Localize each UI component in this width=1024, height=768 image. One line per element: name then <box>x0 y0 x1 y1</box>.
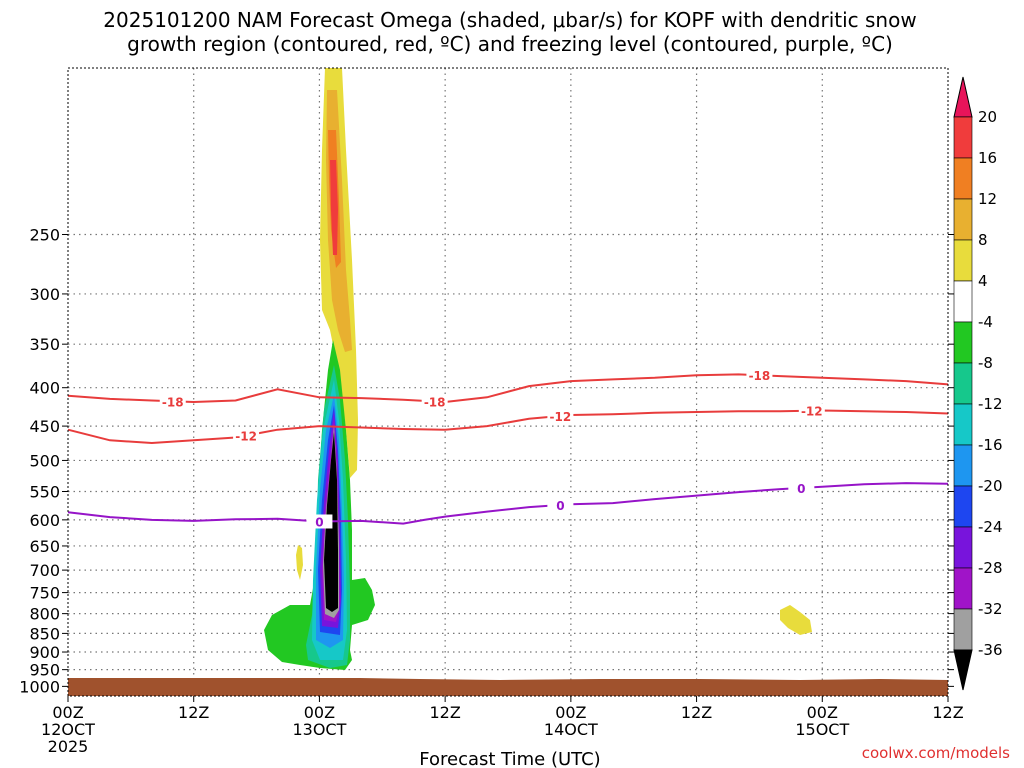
colorbar-segment <box>953 198 973 241</box>
x-tick-label-line2: 15OCT <box>795 720 849 739</box>
colorbar-label: 16 <box>978 149 997 167</box>
y-tick-label: 600 <box>29 511 60 530</box>
colorbar-label: -20 <box>978 477 1003 495</box>
colorbar-segment <box>953 444 973 487</box>
colorbar-segment <box>953 526 973 569</box>
colorbar: 20 16 12 8 4 -4 -8 -12 -16 -20 -24 -28 -32 -36 <box>953 76 1003 691</box>
colorbar-label: 4 <box>978 272 988 290</box>
credit-text: coolwx.com/models <box>862 744 1010 762</box>
x-tick-label-line3: 2025 <box>48 737 89 756</box>
x-tick-label-line1: 00Z <box>52 703 83 722</box>
dgz-minus18-label: -18 <box>162 395 184 409</box>
colorbar-label: -24 <box>978 518 1003 536</box>
y-tick-label: 300 <box>29 285 60 304</box>
x-tick-label-line1: 12Z <box>429 703 460 722</box>
colorbar-bottom-arrow <box>953 649 973 691</box>
dgz-minus18-label-bg <box>159 394 186 409</box>
contour-lines: -18 -18 -18 -12 -12 -12 0 0 0 <box>67 368 949 529</box>
dgz-minus12-label: -12 <box>235 430 257 444</box>
y-tick-label: 650 <box>29 537 60 556</box>
terrain <box>68 678 948 696</box>
freezing-level-label-bg <box>788 480 815 495</box>
dgz-minus12-label: -12 <box>550 410 572 424</box>
colorbar-segment <box>953 321 973 364</box>
freezing-level-label: 0 <box>556 499 564 513</box>
colorbar-label: -4 <box>978 313 993 331</box>
plot-frame <box>67 67 949 697</box>
chart-title-line2: growth region (contoured, red, ºC) and f… <box>127 32 893 56</box>
late-ascent-blob <box>780 605 812 635</box>
plot-area: -18 -18 -18 -12 -12 -12 0 0 0 <box>67 67 949 697</box>
colorbar-label: -16 <box>978 436 1003 454</box>
dgz-minus12-label: -12 <box>801 405 823 419</box>
chart-title-line1: 2025101200 NAM Forecast Omega (shaded, μ… <box>103 8 916 32</box>
plume-16 <box>330 160 338 255</box>
y-tick-label: 450 <box>29 417 60 436</box>
y-tick-label: 750 <box>29 584 60 603</box>
x-tick-label-line2: 14OCT <box>544 720 598 739</box>
dgz-minus12-label-bg <box>798 403 825 418</box>
x-tick-label-line1: 12Z <box>681 703 712 722</box>
dgz-minus18-line <box>67 373 949 404</box>
colorbar-label: 12 <box>978 190 997 208</box>
x-tick-label-line1: 12Z <box>178 703 209 722</box>
freezing-level-label-bg <box>306 514 333 529</box>
small-ascent-blob <box>296 545 303 580</box>
colorbar-label: -12 <box>978 395 1003 413</box>
dgz-minus18-label: -18 <box>749 369 771 383</box>
x-tick-label-line1: 00Z <box>555 703 586 722</box>
colorbar-segment <box>953 157 973 200</box>
y-tick-label: 350 <box>29 335 60 354</box>
freezing-level-label-bg <box>547 497 574 512</box>
y-tick-label: 700 <box>29 561 60 580</box>
colorbar-segment <box>953 608 973 651</box>
dgz-minus18-label-bg <box>421 394 448 409</box>
x-tick-label-line2: 12OCT <box>41 720 95 739</box>
y-tick-label: 400 <box>29 379 60 398</box>
y-tick-label: 850 <box>29 624 60 643</box>
colorbar-label: -32 <box>978 600 1003 618</box>
colorbar-label: -28 <box>978 559 1003 577</box>
freezing-level-label: 0 <box>315 515 323 529</box>
x-tick-label-line1: 00Z <box>807 703 838 722</box>
y-tick-label: 250 <box>29 226 60 245</box>
colorbar-segment <box>953 116 973 159</box>
dgz-minus18-label-bg <box>746 368 773 383</box>
colorbar-label: -8 <box>978 354 993 372</box>
plot-background <box>68 68 948 696</box>
x-tick-label-line2: 13OCT <box>292 720 346 739</box>
colorbar-label: 8 <box>978 231 988 249</box>
colorbar-label: 20 <box>978 108 997 126</box>
freezing-level-label: 0 <box>797 482 805 496</box>
y-tick-label: 900 <box>29 643 60 662</box>
y-tick-label: 800 <box>29 605 60 624</box>
y-axis: 2503003504004505005506006507007508008509… <box>19 226 954 696</box>
colorbar-top-arrow <box>953 76 973 118</box>
colorbar-segment <box>953 567 973 610</box>
dgz-minus12-label-bg <box>233 428 260 443</box>
x-tick-label-line1: 00Z <box>304 703 335 722</box>
colorbar-segment <box>953 280 973 323</box>
colorbar-label: -36 <box>978 641 1003 659</box>
colorbar-segment <box>953 362 973 405</box>
dgz-minus12-label-bg <box>547 408 574 423</box>
y-tick-label: 550 <box>29 483 60 502</box>
colorbar-segment <box>953 239 973 282</box>
dgz-minus18-label: -18 <box>424 395 446 409</box>
colorbar-segment <box>953 485 973 528</box>
colorbar-segment <box>953 403 973 446</box>
y-tick-label: 500 <box>29 451 60 470</box>
x-axis-label: Forecast Time (UTC) <box>419 749 600 768</box>
x-tick-label-line1: 12Z <box>932 703 963 722</box>
y-tick-label: 950 <box>29 661 60 680</box>
y-tick-label: 1000 <box>19 677 60 696</box>
